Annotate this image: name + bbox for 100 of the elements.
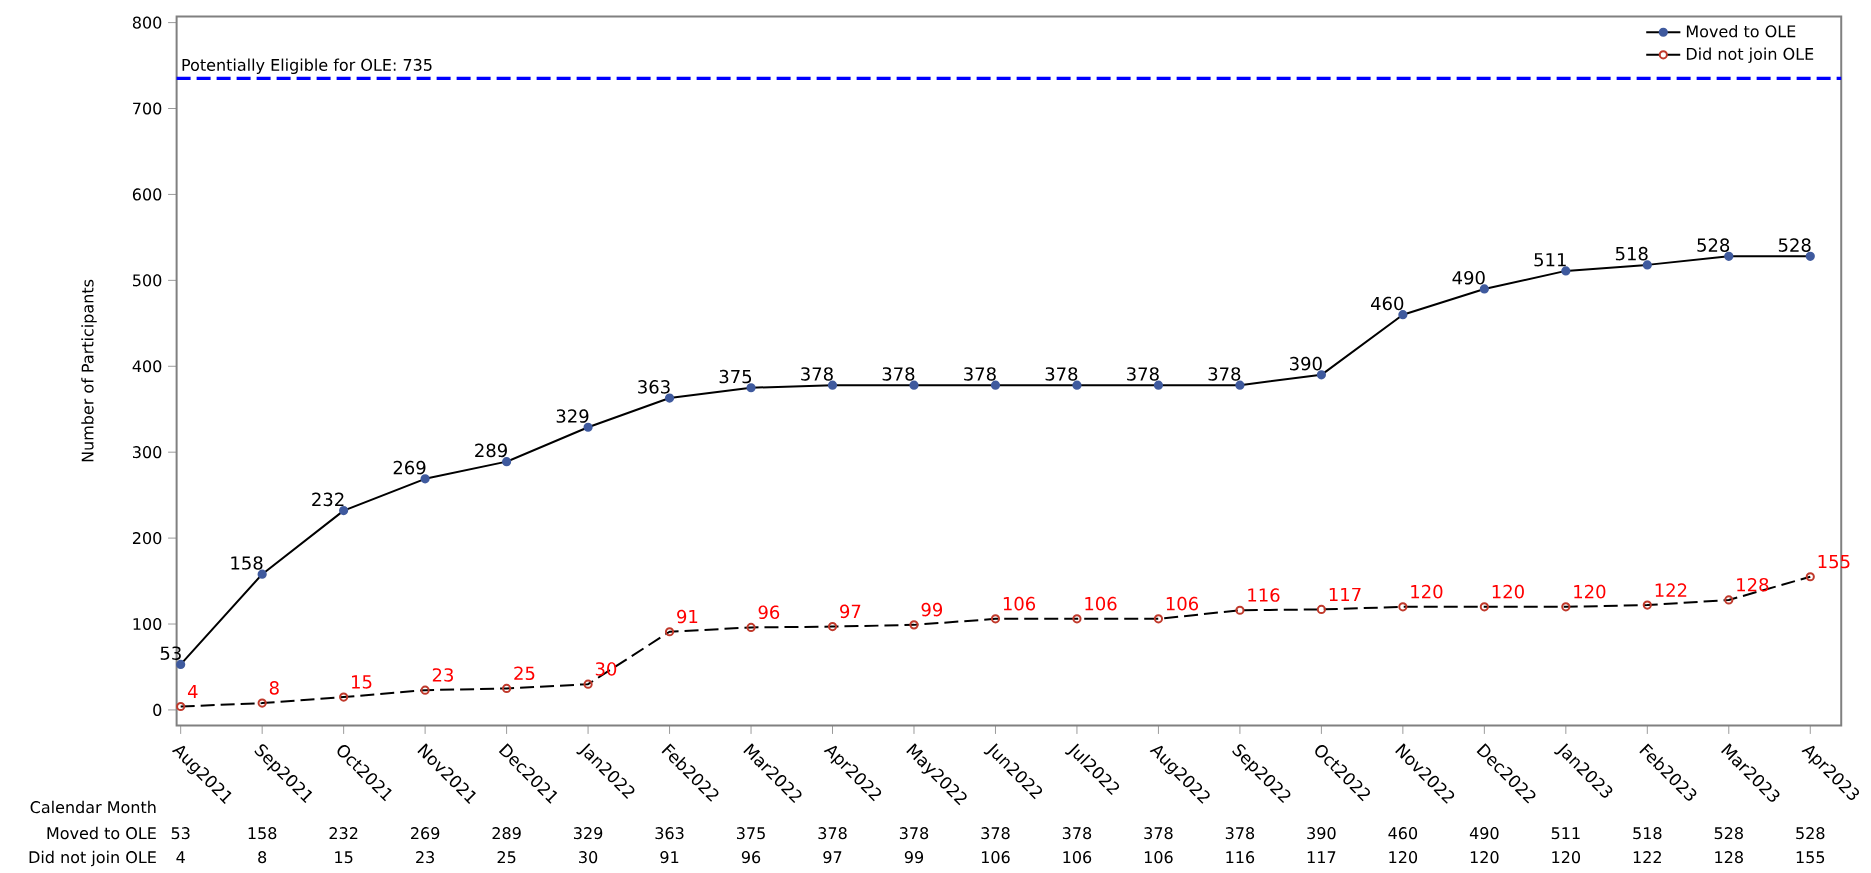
data-label: 96 (741, 851, 761, 864)
text: 97 (840, 604, 861, 619)
data-label: 120 (1470, 851, 1499, 864)
text: 378 (882, 367, 915, 381)
text: 378 (1045, 367, 1078, 381)
data-label: 106 (981, 851, 1010, 864)
text: 91 (677, 609, 698, 624)
y-axis-title: Number of Participants (81, 279, 97, 462)
text: 15 (352, 675, 372, 689)
data-label: 378 (1144, 827, 1173, 840)
data-label: 155 (1796, 851, 1825, 864)
text: 390 (1290, 356, 1322, 371)
data-label: 232 (329, 827, 358, 840)
data-label: 329 (574, 827, 603, 840)
text: 53 (160, 646, 181, 660)
text: 25 (514, 666, 535, 681)
text: 511 (1534, 253, 1566, 267)
data-label: 23 (416, 851, 435, 864)
text: 289 (475, 443, 507, 458)
text: 378 (964, 367, 996, 381)
legend-label: Did not join OLE (1686, 47, 1814, 64)
data-label: 460 (1388, 827, 1418, 840)
text: 269 (393, 460, 426, 475)
text: 120 (1411, 584, 1443, 599)
text: 378 (1208, 367, 1241, 381)
ref-line-label: Potentially Eligible for OLE: 735 (182, 58, 432, 75)
text: 329 (556, 409, 589, 423)
text: 528 (1778, 238, 1811, 252)
text: 490 (1452, 270, 1485, 285)
data-label: 269 (411, 827, 440, 840)
data-label: 490 (1469, 827, 1499, 840)
data-label: 378 (899, 827, 929, 840)
text: 528 (1697, 238, 1730, 252)
text: 4 (187, 684, 198, 699)
data-label: 117 (1307, 851, 1336, 863)
x-axis-title: Calendar Month (30, 800, 156, 814)
data-label: 375 (736, 827, 765, 840)
text: 120 (1492, 584, 1524, 599)
data-label: 4 (176, 851, 185, 863)
data-label: 116 (1226, 851, 1255, 864)
data-label: 8 (258, 851, 267, 864)
data-label: 289 (492, 827, 521, 840)
y-tick-label: 300 (133, 446, 162, 459)
data-label: 528 (1714, 827, 1743, 840)
text: 375 (719, 369, 752, 384)
data-label: 30 (579, 851, 598, 864)
y-tick-label: 500 (133, 274, 162, 287)
data-label: 97 (823, 851, 842, 864)
text: 518 (1615, 246, 1648, 261)
data-label: 158 (248, 827, 277, 840)
data-label: 378 (1062, 827, 1092, 840)
text: 120 (1574, 584, 1606, 599)
text: 158 (231, 556, 263, 570)
data-label: 528 (1796, 827, 1825, 840)
legend-label: Moved to OLE (1686, 25, 1796, 38)
text: 116 (1248, 588, 1280, 602)
data-label: 378 (1225, 827, 1255, 840)
data-label: 99 (904, 851, 924, 864)
text: 378 (1127, 367, 1159, 381)
data-label: 25 (497, 851, 516, 864)
text: 30 (595, 662, 617, 676)
text: 363 (638, 380, 670, 394)
data-label: 106 (1063, 851, 1092, 864)
data-label: 363 (655, 827, 684, 840)
text: 96 (758, 605, 780, 620)
data-label: 518 (1633, 827, 1662, 840)
data-label: 511 (1551, 827, 1580, 840)
data-label: 120 (1389, 851, 1418, 864)
text: 106 (1085, 596, 1117, 611)
text: 106 (1003, 596, 1036, 611)
text: 8 (269, 681, 279, 695)
data-label: 15 (335, 851, 353, 864)
data-label: 122 (1633, 851, 1661, 863)
text: 99 (921, 602, 943, 617)
y-tick-label: 0 (153, 703, 162, 716)
y-tick-label: 700 (133, 102, 162, 115)
text: Did not join OLE (29, 850, 156, 867)
y-tick-label: 100 (133, 617, 162, 631)
text: 106 (1166, 596, 1199, 611)
data-label: 390 (1307, 827, 1336, 840)
data-label: 106 (1144, 851, 1173, 864)
text: 232 (312, 492, 344, 507)
data-label: 91 (660, 851, 679, 864)
data-label: 378 (818, 827, 847, 840)
text: 460 (1370, 296, 1404, 311)
data-label: 120 (1552, 851, 1581, 864)
y-tick-label: 600 (132, 188, 162, 201)
text: 122 (1655, 583, 1687, 597)
text: Moved to OLE (47, 826, 156, 840)
text: 155 (1818, 555, 1850, 569)
data-label: 378 (981, 827, 1010, 840)
text: 128 (1737, 577, 1769, 592)
y-tick-label: 200 (132, 532, 162, 545)
text: 378 (801, 367, 833, 381)
y-tick-label: 400 (132, 360, 162, 373)
y-tick-label: 800 (132, 16, 162, 29)
text: 23 (432, 668, 453, 682)
data-label: 53 (171, 827, 190, 840)
text: 117 (1329, 587, 1361, 602)
data-label: 128 (1715, 851, 1743, 864)
